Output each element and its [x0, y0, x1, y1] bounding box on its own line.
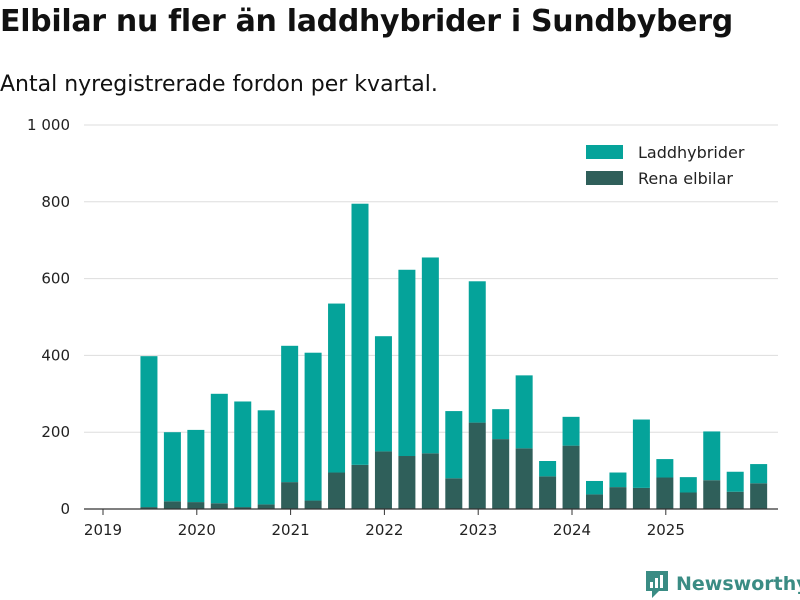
y-tick-label: 1 000 [27, 116, 70, 134]
bar-laddhybrider [234, 401, 252, 508]
bar-elbilar [351, 464, 369, 509]
y-tick-label: 400 [41, 346, 70, 364]
bar-laddhybrider [750, 464, 768, 484]
bar-elbilar [374, 451, 392, 509]
bar-laddhybrider [586, 480, 603, 495]
bar-elbilar [398, 456, 416, 509]
bar-laddhybrider [726, 471, 744, 492]
bar-laddhybrider [328, 303, 346, 473]
bar-laddhybrider [304, 352, 322, 501]
bar-laddhybrider [140, 356, 158, 508]
bar-elbilar [140, 507, 158, 509]
bar-laddhybrider [351, 203, 369, 465]
bar-elbilar [163, 501, 181, 509]
bar-laddhybrider [281, 345, 299, 483]
x-tick-label: 2020 [178, 521, 216, 539]
y-tick-label: 600 [41, 270, 70, 288]
x-tick-label: 2019 [84, 521, 122, 539]
bar-laddhybrider [562, 416, 580, 446]
y-tick-label: 800 [41, 193, 70, 211]
bar-elbilar [468, 422, 486, 509]
x-tick-label: 2022 [365, 521, 403, 539]
bar-elbilar [609, 487, 627, 509]
bar-elbilar [656, 477, 674, 509]
y-tick-label: 200 [41, 423, 70, 441]
bar-laddhybrider [187, 429, 205, 503]
bar-elbilar [328, 472, 346, 509]
bar-laddhybrider [515, 375, 533, 449]
bar-laddhybrider [492, 409, 510, 440]
bar-laddhybrider [632, 419, 650, 488]
bar-laddhybrider [421, 257, 439, 454]
bar-elbilar [281, 482, 299, 509]
bar-laddhybrider [656, 459, 674, 478]
bar-elbilar [515, 448, 533, 509]
x-axis: 2019 2020 2021 2022 2023 2024 2025 [84, 508, 778, 539]
brand-name: Newsworthy [676, 573, 800, 595]
bar-laddhybrider [679, 477, 697, 493]
bars [140, 203, 768, 509]
page-subtitle: Antal nyregistrerade fordon per kvartal. [0, 72, 438, 97]
legend-swatch-elbilar [586, 171, 623, 185]
y-axis-tick-labels: 0 200 400 600 800 1 000 [27, 116, 70, 518]
bar-elbilar [187, 502, 205, 509]
bar-elbilar [234, 507, 252, 509]
y-tick-label: 0 [60, 500, 70, 518]
bar-elbilar [562, 445, 580, 509]
bar-elbilar [586, 494, 603, 509]
bar-elbilar [445, 478, 463, 509]
bar-elbilar [726, 491, 744, 509]
bar-laddhybrider [609, 472, 627, 488]
bar-elbilar [421, 453, 439, 509]
brand-logo: Newsworthy [644, 568, 800, 600]
bar-laddhybrider [539, 461, 557, 477]
bar-laddhybrider [163, 432, 181, 502]
bar-laddhybrider [703, 431, 721, 481]
bar-elbilar [210, 503, 228, 509]
bar-laddhybrider [257, 410, 275, 505]
bar-elbilar [539, 476, 557, 509]
bar-elbilar [679, 492, 697, 509]
legend: Laddhybrider Rena elbilar [586, 143, 745, 188]
x-tick-label: 2021 [272, 521, 310, 539]
bar-elbilar [750, 483, 768, 509]
x-tick-label: 2023 [459, 521, 497, 539]
page-title: Elbilar nu fler än laddhybrider i Sundby… [0, 4, 733, 39]
x-tick-label: 2025 [647, 521, 685, 539]
bar-elbilar [257, 504, 275, 509]
legend-label-laddhybrider: Laddhybrider [638, 143, 745, 162]
bar-laddhybrider [445, 411, 463, 479]
legend-label-elbilar: Rena elbilar [638, 169, 733, 188]
bar-laddhybrider [210, 393, 228, 504]
x-tick-label: 2024 [553, 521, 591, 539]
bar-elbilar [492, 439, 510, 509]
bar-laddhybrider [398, 269, 416, 457]
bar-elbilar [304, 500, 322, 509]
bar-elbilar [632, 487, 650, 509]
bar-elbilar [703, 480, 721, 509]
bar-laddhybrider [374, 336, 392, 452]
bar-laddhybrider [468, 281, 486, 423]
newsworthy-logo-icon [646, 571, 668, 598]
legend-swatch-laddhybrider [586, 145, 623, 159]
